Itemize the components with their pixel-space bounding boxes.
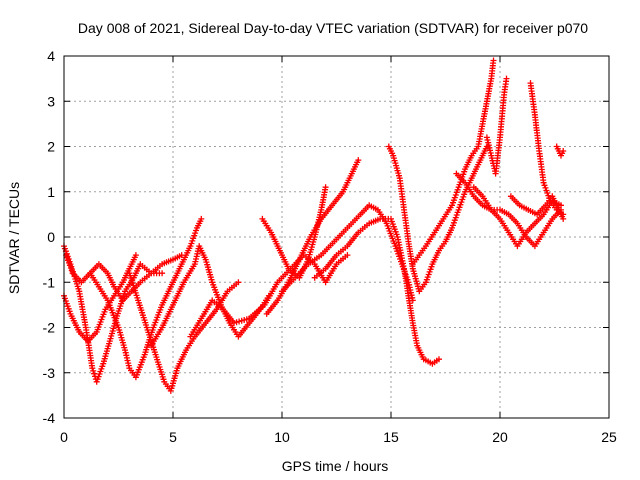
- plus-markers: [507, 193, 567, 222]
- y-axis-label: SDTVAR / TECUs: [6, 182, 22, 294]
- y-tick-label: -3: [43, 365, 56, 381]
- chart-title: Day 008 of 2021, Sidereal Day-to-day VTE…: [78, 20, 588, 36]
- y-tick-label: 4: [47, 48, 55, 64]
- x-tick-label: 20: [492, 429, 508, 445]
- series-sat-k: [311, 215, 442, 367]
- x-tick-label: 0: [60, 429, 68, 445]
- y-tick-label: -1: [43, 274, 56, 290]
- plus-markers: [409, 57, 497, 268]
- x-tick-label: 5: [169, 429, 177, 445]
- series-sat-j: [279, 202, 416, 304]
- plus-markers: [385, 143, 490, 295]
- plus-markers: [527, 80, 567, 218]
- plus-markers: [483, 75, 510, 177]
- plus-markers: [63, 252, 166, 304]
- series-sat-i: [259, 184, 329, 281]
- series-sat-l: [385, 143, 490, 295]
- plus-markers: [311, 215, 442, 367]
- y-tick-label: 0: [47, 229, 55, 245]
- plus-markers: [553, 143, 567, 159]
- y-tick-label: 2: [47, 139, 55, 155]
- x-tick-label: 25: [601, 429, 617, 445]
- series-sat-p: [470, 184, 564, 250]
- x-tick-labels: 0 5 10 15 20 25: [60, 429, 617, 445]
- plus-markers: [187, 252, 351, 340]
- x-tick-label: 10: [274, 429, 290, 445]
- y-tick-label: 1: [47, 184, 55, 200]
- y-tick-label: 3: [47, 93, 55, 109]
- y-tick-label: -2: [43, 320, 56, 336]
- y-tick-label: -4: [43, 410, 56, 426]
- series-sat-e: [126, 270, 242, 394]
- series-sat-d: [87, 215, 205, 381]
- series-sat-q: [507, 193, 567, 222]
- series-sat-o: [483, 75, 510, 177]
- plus-markers: [126, 270, 242, 394]
- x-axis-label: GPS time / hours: [282, 458, 389, 474]
- plus-markers: [87, 215, 205, 381]
- x-tick-label: 15: [383, 429, 399, 445]
- plot-frame: [63, 55, 610, 419]
- series-sat-m: [409, 57, 497, 268]
- series-sat-s: [553, 143, 567, 159]
- series-sat-r: [527, 80, 567, 218]
- series-sat-b: [63, 252, 166, 304]
- data-points: [61, 57, 567, 394]
- plus-markers: [259, 184, 329, 281]
- series-sat-g: [187, 252, 351, 340]
- plus-markers: [279, 202, 416, 304]
- plus-markers: [470, 184, 564, 250]
- y-tick-labels: -4 -3 -2 -1 0 1 2 3 4: [43, 48, 56, 426]
